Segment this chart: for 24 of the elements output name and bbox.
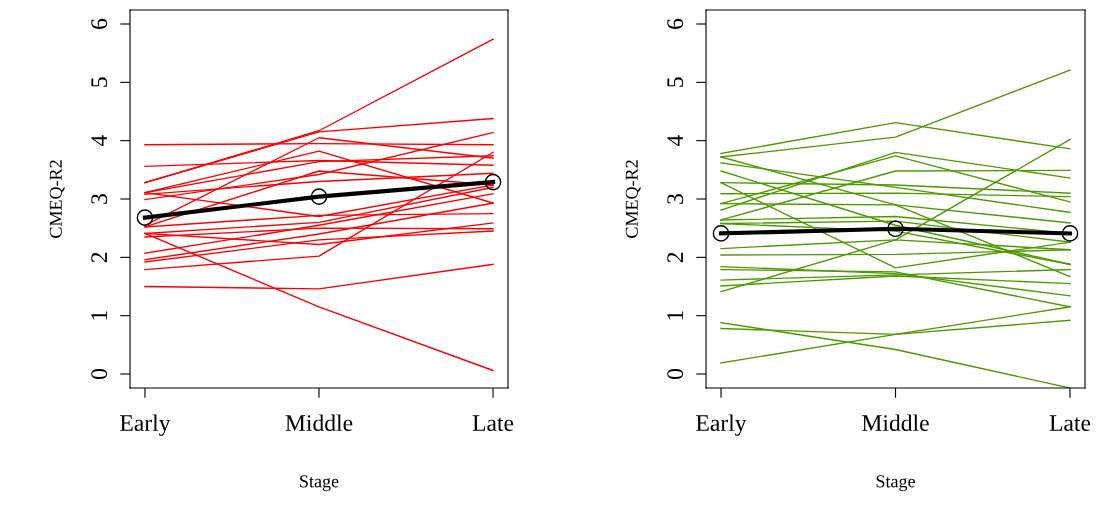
y-tick-label: 2 — [667, 252, 683, 263]
x-tick-label: Early — [120, 414, 171, 436]
y-tick-label: 1 — [91, 311, 107, 320]
y-tick-label: 6 — [91, 18, 108, 29]
y-tick-label: 0 — [91, 369, 108, 379]
y-axis-title: CMEQ-R2 — [49, 160, 65, 238]
y-tick-label: 2 — [91, 252, 107, 263]
y-tick-label: 0 — [667, 369, 684, 379]
x-tick-label: Early — [696, 414, 747, 436]
x-tick-label: Late — [1049, 415, 1091, 432]
y-tick-label: 3 — [91, 194, 108, 204]
x-axis-title: Stage — [876, 475, 915, 492]
y-tick-label: 6 — [667, 18, 684, 29]
x-axis-title: Stage — [300, 475, 339, 492]
x-tick-label: Late — [472, 415, 514, 432]
x-tick-label: Middle — [862, 414, 929, 432]
y-axis-title: CMEQ-R2 — [625, 160, 641, 238]
y-tick-label: 4 — [91, 135, 107, 147]
y-tick-label: 5 — [91, 77, 108, 87]
y-tick-label: 1 — [667, 311, 683, 320]
y-tick-label: 5 — [667, 77, 684, 87]
y-tick-label: 4 — [667, 135, 683, 147]
y-tick-label: 3 — [667, 194, 684, 204]
x-tick-label: Middle — [285, 414, 353, 432]
